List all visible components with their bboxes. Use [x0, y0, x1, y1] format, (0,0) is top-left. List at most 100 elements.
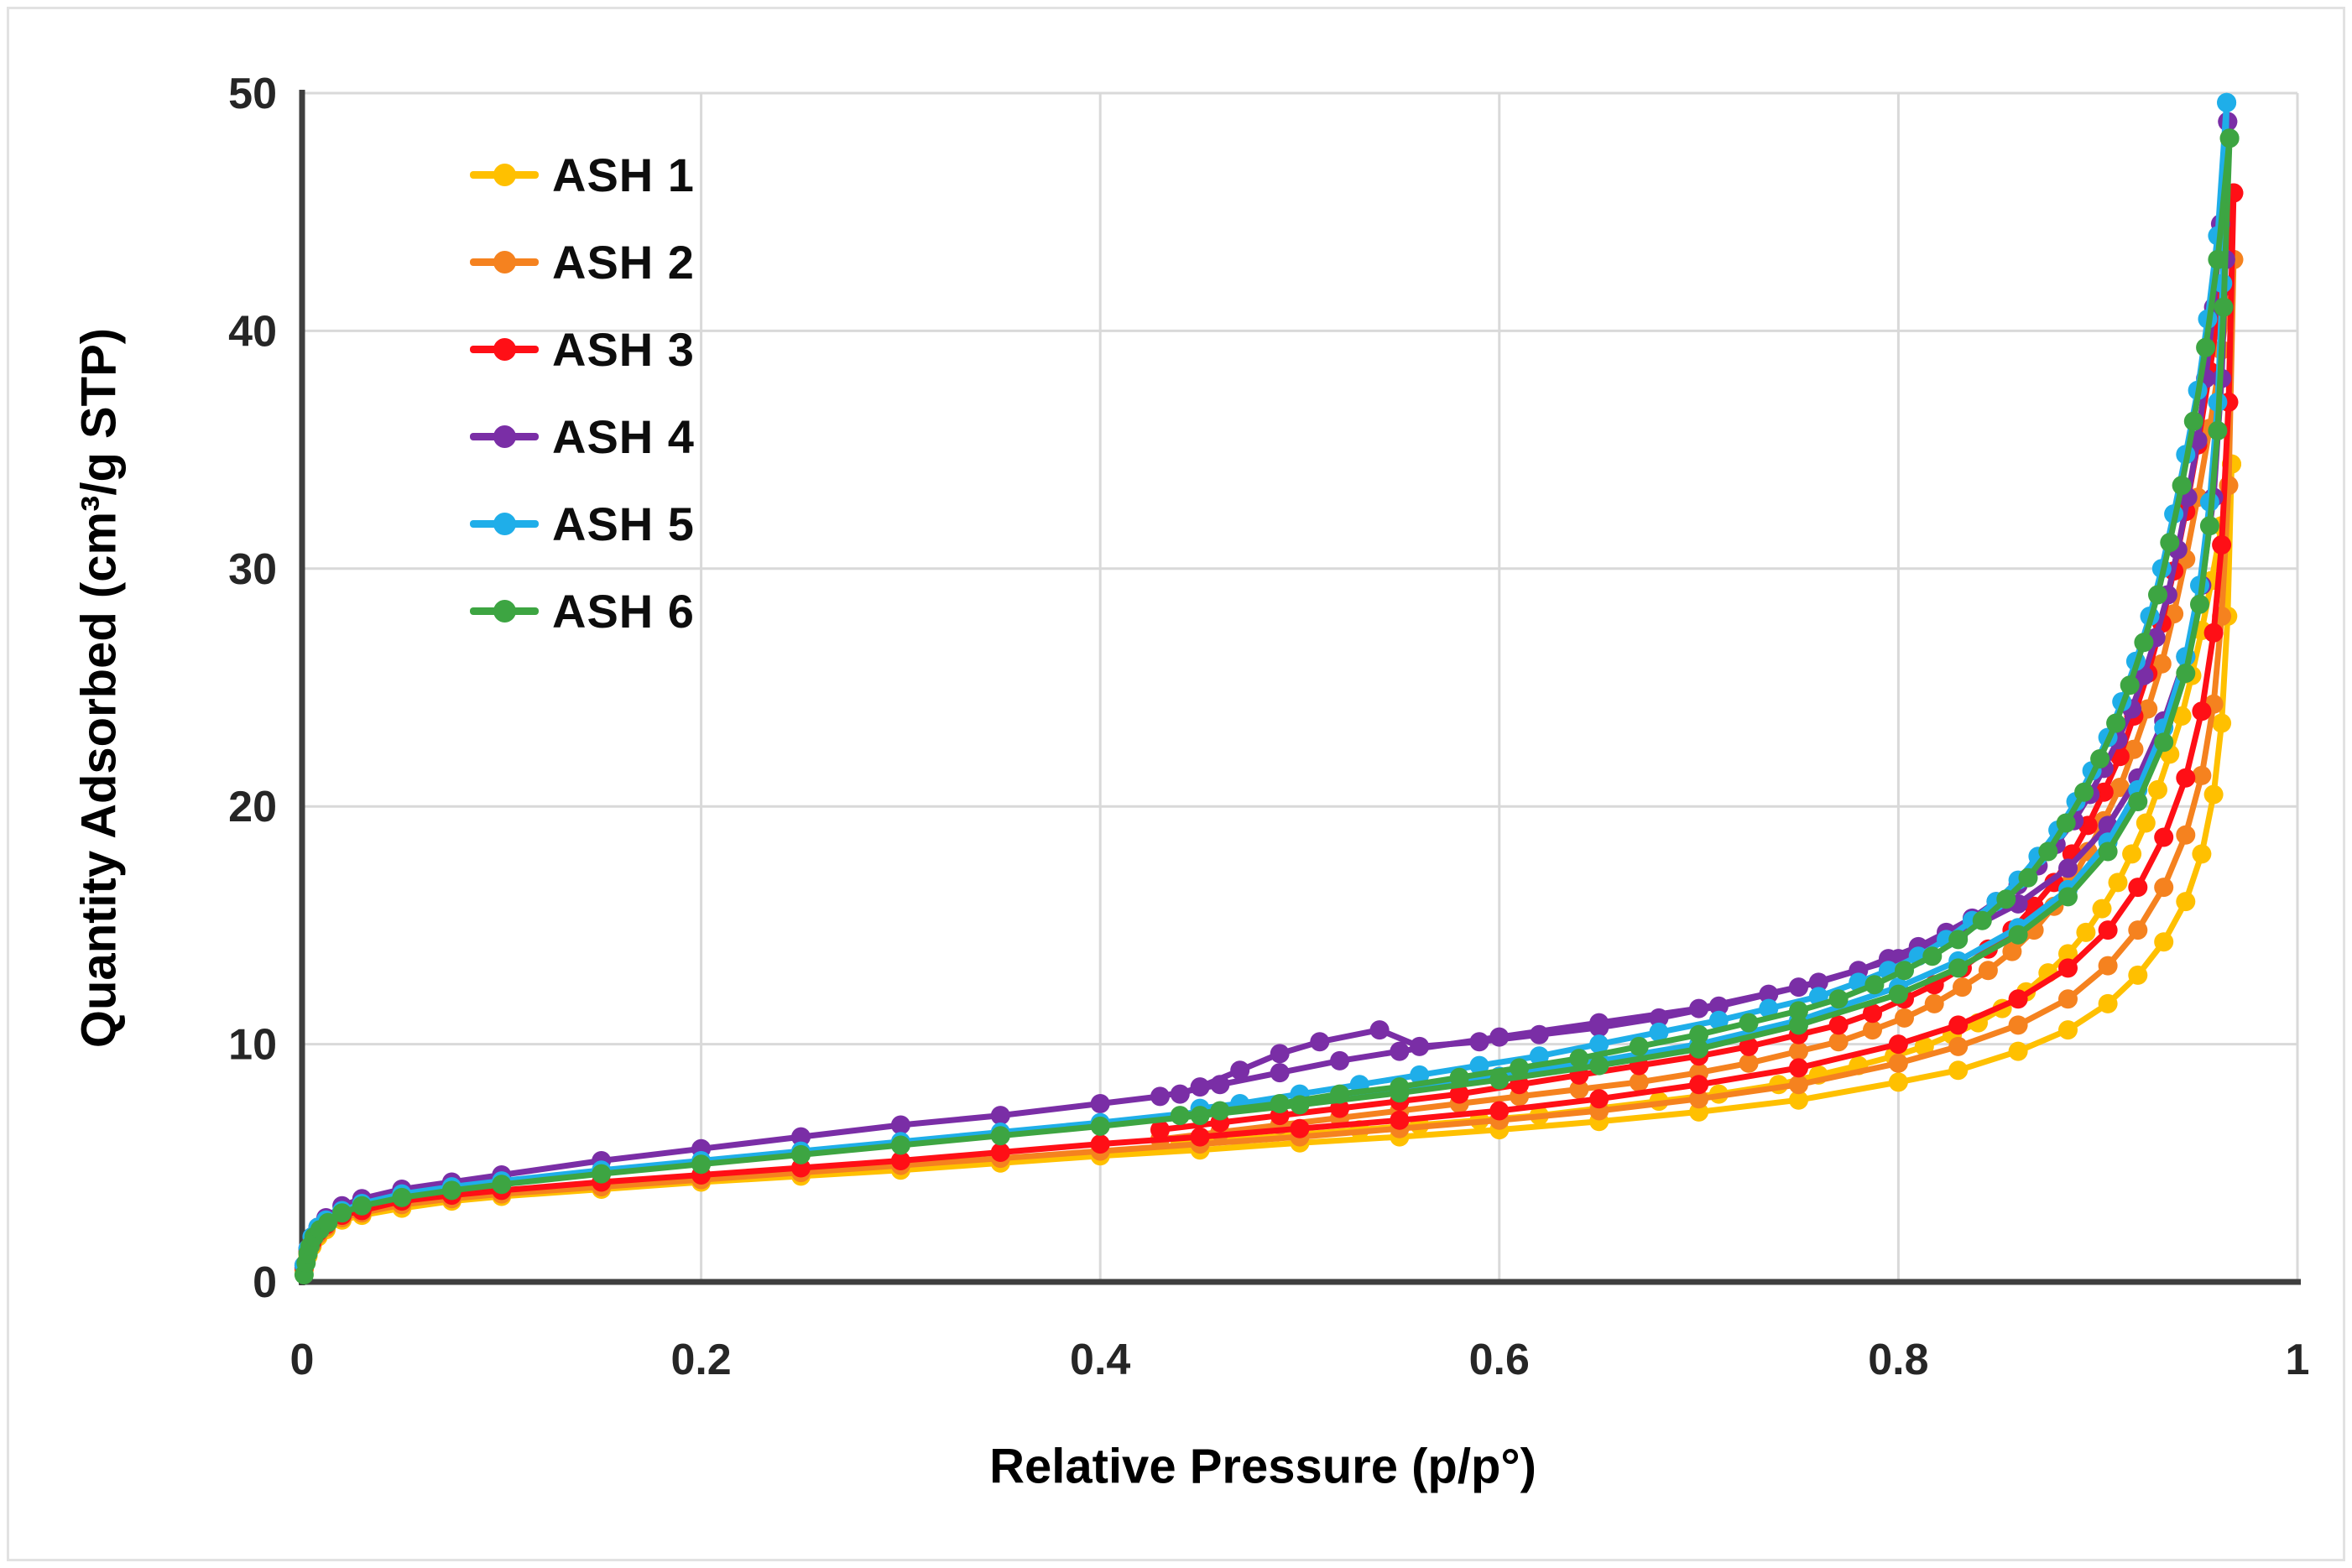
data-point — [1948, 930, 1969, 950]
data-point — [1828, 989, 1849, 1009]
data-point — [791, 1127, 811, 1147]
x-tick-label: 0.2 — [670, 1336, 731, 1384]
data-point — [2134, 633, 2154, 653]
data-point — [1529, 1024, 1549, 1044]
data-point — [1789, 1075, 1808, 1095]
data-point — [2002, 941, 2022, 961]
y-tick-label: 20 — [228, 783, 277, 831]
data-point — [2058, 944, 2078, 964]
data-point — [2212, 535, 2232, 555]
data-point — [1759, 984, 1779, 1004]
legend-label: ASH 6 — [552, 584, 695, 638]
data-point — [2008, 925, 2028, 945]
data-point — [1888, 984, 1908, 1004]
data-point — [1689, 1089, 1709, 1109]
data-point — [2008, 1015, 2028, 1035]
data-point — [1948, 1036, 1969, 1056]
data-point — [1922, 946, 1943, 966]
data-point — [2151, 654, 2172, 674]
data-point — [1863, 1020, 1882, 1040]
legend-item-ash-2: ASH 2 — [470, 218, 695, 305]
data-point — [1629, 1072, 1649, 1092]
data-point — [1948, 1015, 1969, 1035]
data-point — [2203, 784, 2224, 805]
y-axis-title: Quantity Adsorbed (cm³/g STP) — [71, 327, 127, 1049]
data-point — [1708, 1010, 1729, 1030]
data-point — [2058, 958, 2078, 978]
legend-item-ash-4: ASH 4 — [470, 393, 695, 480]
x-tick-label: 1 — [2286, 1336, 2310, 1384]
data-point — [592, 1164, 612, 1184]
data-point — [1689, 1039, 1709, 1059]
data-point — [2108, 873, 2128, 893]
data-point — [1210, 1101, 1230, 1121]
data-point — [1410, 1036, 1430, 1056]
data-point — [890, 1151, 910, 1170]
data-point — [2092, 899, 2112, 919]
data-point — [2148, 585, 2167, 605]
legend: ASH 1 ASH 2 ASH 3 ASH 4 ASH 5 ASH 6 — [470, 131, 695, 654]
data-point — [2190, 594, 2209, 614]
data-point — [1469, 1055, 1489, 1076]
data-point — [2176, 892, 2196, 912]
data-point — [2106, 713, 2126, 733]
data-point — [2109, 778, 2130, 797]
data-point — [1948, 958, 1969, 978]
data-point — [1170, 1084, 1190, 1104]
legend-label: ASH 4 — [552, 409, 695, 463]
data-point — [2058, 887, 2078, 907]
data-point — [2176, 825, 2196, 845]
data-point — [1589, 1034, 1609, 1055]
x-tick-label: 0.8 — [1868, 1336, 1928, 1384]
data-point — [1629, 1036, 1649, 1056]
data-point — [691, 1154, 712, 1175]
data-point — [1739, 1013, 1759, 1033]
data-point — [1290, 1118, 1310, 1138]
data-point — [1569, 1079, 1589, 1099]
data-point — [2183, 411, 2203, 431]
data-point — [1410, 1065, 1430, 1085]
data-point — [1390, 1041, 1410, 1061]
data-point — [1996, 889, 2016, 909]
data-point — [392, 1187, 412, 1207]
data-point — [1510, 1058, 1530, 1078]
data-point — [2058, 858, 2078, 878]
data-point — [441, 1180, 462, 1201]
data-point — [1924, 993, 1944, 1013]
data-point — [1789, 1090, 1808, 1110]
legend-marker-icon — [470, 425, 539, 448]
data-point — [2217, 92, 2237, 112]
data-point — [1469, 1032, 1489, 1052]
data-point — [1948, 1060, 1969, 1081]
data-point — [1649, 1008, 1669, 1028]
legend-marker-icon — [470, 599, 539, 623]
data-point — [1369, 1020, 1390, 1040]
data-point — [2120, 675, 2140, 695]
data-point — [2172, 476, 2192, 496]
data-point — [990, 1126, 1010, 1146]
data-point — [1828, 1015, 1849, 1035]
data-point — [1708, 996, 1729, 1016]
data-point — [1895, 1008, 1914, 1028]
data-point — [2172, 706, 2192, 726]
data-point — [2098, 993, 2118, 1013]
series-line-ash-3 — [1157, 190, 2237, 1133]
data-point — [318, 1212, 338, 1232]
legend-item-ash-3: ASH 3 — [470, 305, 695, 393]
x-tick-label: 0.4 — [1070, 1336, 1130, 1384]
x-tick-label: 0 — [290, 1336, 315, 1384]
data-point — [2008, 989, 2028, 1009]
data-point — [1310, 1032, 1330, 1052]
data-point — [2192, 701, 2212, 721]
data-point — [2160, 533, 2180, 553]
data-point — [2076, 922, 2096, 942]
data-point — [2008, 1041, 2028, 1061]
data-point — [1589, 1018, 1609, 1038]
data-point — [1739, 1036, 1759, 1056]
data-point — [2192, 844, 2212, 864]
series-line-ash-6 — [1176, 135, 2233, 1119]
data-point — [1090, 1116, 1110, 1136]
y-tick-label: 10 — [228, 1021, 277, 1070]
data-point — [2212, 713, 2232, 733]
